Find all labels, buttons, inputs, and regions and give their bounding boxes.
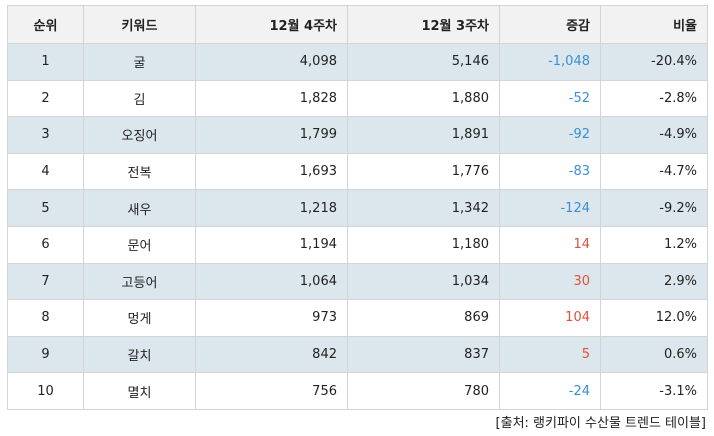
table-row: 8 멍게 973 869 104 12.0% (7, 299, 708, 337)
table-row: 5 새우 1,218 1,342 -124 -9.2% (7, 189, 708, 227)
cell-change: 14 (499, 225, 601, 264)
cell-ratio: -3.1% (600, 372, 708, 410)
header-week3: 12월 3주차 (347, 5, 500, 44)
cell-rank: 1 (7, 43, 84, 81)
cell-keyword: 문어 (83, 225, 196, 264)
cell-change: 5 (499, 335, 601, 374)
cell-change: -24 (499, 372, 601, 410)
trend-table: 순위 키워드 12월 4주차 12월 3주차 증감 비율 1 굴 4,098 5… (7, 5, 708, 410)
cell-week4: 1,693 (195, 152, 348, 191)
cell-keyword: 전복 (83, 152, 196, 191)
table-row: 9 갈치 842 837 5 0.6% (7, 335, 708, 374)
table-row: 6 문어 1,194 1,180 14 1.2% (7, 225, 708, 264)
table-row: 10 멸치 756 780 -24 -3.1% (7, 372, 708, 410)
table-row: 7 고등어 1,064 1,034 30 2.9% (7, 262, 708, 301)
cell-keyword: 갈치 (83, 335, 196, 374)
table-row: 1 굴 4,098 5,146 -1,048 -20.4% (7, 43, 708, 81)
cell-ratio: -9.2% (600, 189, 708, 227)
cell-rank: 3 (7, 116, 84, 154)
cell-week4: 1,194 (195, 225, 348, 264)
cell-change: -92 (499, 116, 601, 154)
header-ratio: 비율 (600, 5, 708, 44)
cell-week3: 1,034 (347, 262, 500, 301)
cell-ratio: 0.6% (600, 335, 708, 374)
cell-keyword: 멍게 (83, 299, 196, 337)
cell-week3: 1,776 (347, 152, 500, 191)
cell-change: -124 (499, 189, 601, 227)
cell-week3: 837 (347, 335, 500, 374)
header-keyword: 키워드 (83, 5, 196, 44)
cell-week4: 1,218 (195, 189, 348, 227)
source-caption: [출처: 랭키파이 수산물 트렌드 테이블] (495, 416, 706, 431)
cell-rank: 8 (7, 299, 84, 337)
cell-week4: 1,064 (195, 262, 348, 301)
cell-week3: 1,891 (347, 116, 500, 154)
cell-keyword: 굴 (83, 43, 196, 81)
cell-week4: 842 (195, 335, 348, 374)
cell-rank: 5 (7, 189, 84, 227)
cell-week3: 5,146 (347, 43, 500, 81)
table-row: 2 김 1,828 1,880 -52 -2.8% (7, 79, 708, 118)
header-week4: 12월 4주차 (195, 5, 348, 44)
cell-keyword: 고등어 (83, 262, 196, 301)
cell-ratio: -2.8% (600, 79, 708, 118)
cell-week3: 780 (347, 372, 500, 410)
cell-week4: 756 (195, 372, 348, 410)
cell-week4: 973 (195, 299, 348, 337)
cell-week4: 4,098 (195, 43, 348, 81)
cell-week4: 1,799 (195, 116, 348, 154)
cell-change: -83 (499, 152, 601, 191)
table-row: 3 오징어 1,799 1,891 -92 -4.9% (7, 116, 708, 154)
cell-rank: 9 (7, 335, 84, 374)
cell-ratio: 2.9% (600, 262, 708, 301)
cell-change: -52 (499, 79, 601, 118)
cell-ratio: -4.7% (600, 152, 708, 191)
cell-change: 104 (499, 299, 601, 337)
cell-ratio: -20.4% (600, 43, 708, 81)
table-row: 4 전복 1,693 1,776 -83 -4.7% (7, 152, 708, 191)
cell-rank: 2 (7, 79, 84, 118)
cell-rank: 6 (7, 225, 84, 264)
cell-keyword: 새우 (83, 189, 196, 227)
cell-keyword: 김 (83, 79, 196, 118)
cell-week3: 869 (347, 299, 500, 337)
cell-week3: 1,342 (347, 189, 500, 227)
header-rank: 순위 (7, 5, 84, 44)
cell-change: -1,048 (499, 43, 601, 81)
cell-rank: 7 (7, 262, 84, 301)
cell-rank: 4 (7, 152, 84, 191)
cell-week3: 1,880 (347, 79, 500, 118)
table-header-row: 순위 키워드 12월 4주차 12월 3주차 증감 비율 (7, 5, 708, 44)
header-change: 증감 (499, 5, 601, 44)
cell-keyword: 멸치 (83, 372, 196, 410)
cell-ratio: 12.0% (600, 299, 708, 337)
cell-week3: 1,180 (347, 225, 500, 264)
cell-week4: 1,828 (195, 79, 348, 118)
trend-table-container: 순위 키워드 12월 4주차 12월 3주차 증감 비율 1 굴 4,098 5… (7, 5, 708, 410)
cell-ratio: -4.9% (600, 116, 708, 154)
cell-rank: 10 (7, 372, 84, 410)
cell-ratio: 1.2% (600, 225, 708, 264)
cell-change: 30 (499, 262, 601, 301)
cell-keyword: 오징어 (83, 116, 196, 154)
